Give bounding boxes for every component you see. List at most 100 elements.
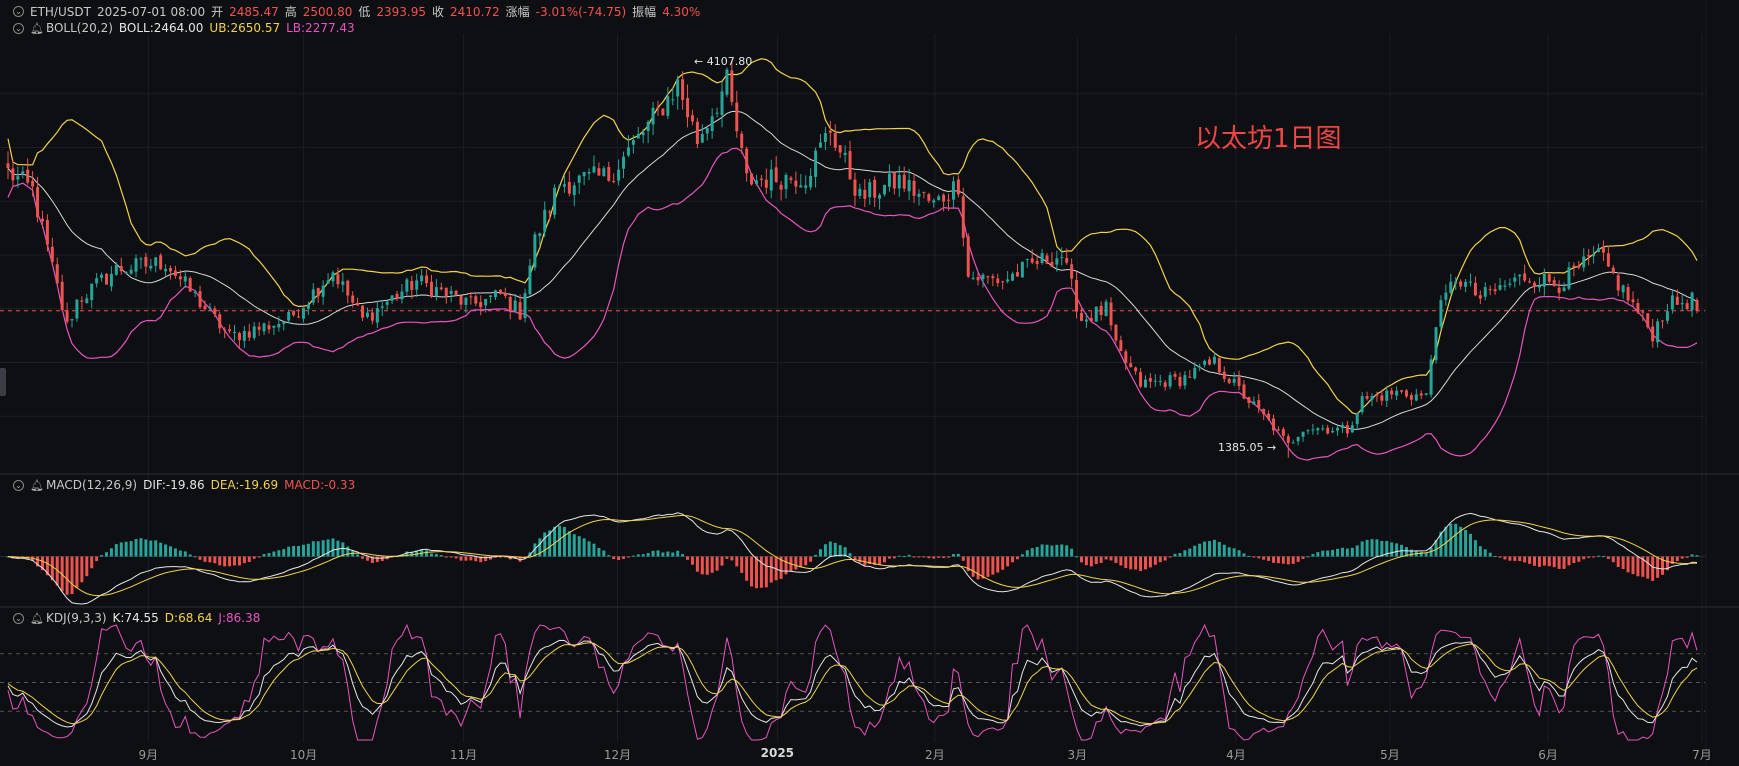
candle <box>887 164 891 192</box>
candle-body <box>1493 289 1497 292</box>
candle <box>951 176 955 208</box>
macd-histogram-bar <box>622 556 626 559</box>
symbol-label: ETH/USDT <box>30 4 91 19</box>
candle-body <box>602 168 606 177</box>
candle <box>104 272 108 285</box>
candle-body <box>759 178 763 180</box>
candle <box>272 325 276 335</box>
candle <box>267 320 271 334</box>
candle <box>1400 389 1404 394</box>
candle-body <box>80 300 84 302</box>
macd-histogram-bar <box>572 534 576 557</box>
d-line <box>7 642 1698 725</box>
macd-histogram-bar <box>878 556 882 565</box>
bell-icon[interactable]: 🔔︎ <box>30 478 44 492</box>
macd-histogram-bar <box>843 547 847 557</box>
candle-body <box>198 291 202 308</box>
macd-histogram-bar <box>1114 556 1118 563</box>
candle-body <box>1134 367 1138 372</box>
candle-body <box>1055 258 1059 265</box>
x-tick-label: 5月 <box>1380 748 1400 762</box>
macd-histogram-bar <box>1050 545 1054 557</box>
candle-body <box>631 140 635 145</box>
candle-body <box>1311 429 1315 431</box>
collapse-icon[interactable]: ⌄ <box>13 22 24 34</box>
macd-histogram-bar <box>794 556 798 570</box>
candle-body <box>70 319 74 321</box>
candle-body <box>1336 427 1340 431</box>
candle <box>828 120 832 146</box>
candle <box>85 293 89 304</box>
macd-histogram-bar <box>405 551 409 557</box>
candle-body <box>1129 363 1133 368</box>
macd-histogram-bar <box>1070 548 1074 557</box>
macd-histogram-bar <box>705 556 709 575</box>
candle <box>1385 386 1389 408</box>
macd-histogram-bar <box>937 556 941 558</box>
macd-histogram-bar <box>1139 556 1143 571</box>
candle-body <box>1276 429 1280 431</box>
macd-histogram-bar <box>656 550 660 557</box>
candle-body <box>1099 305 1103 316</box>
candle <box>1370 393 1374 407</box>
candle-body <box>883 184 886 195</box>
candle-body <box>1168 375 1172 387</box>
candle-body <box>1365 396 1369 399</box>
candle <box>257 322 261 336</box>
candle <box>1163 380 1167 391</box>
candle <box>1498 278 1502 291</box>
macd-histogram-bar <box>1001 556 1005 570</box>
macd-histogram-bar <box>947 556 951 558</box>
candle-body <box>1119 340 1123 352</box>
side-drag-handle[interactable] <box>0 368 6 396</box>
candle <box>750 172 754 186</box>
candle <box>814 147 818 188</box>
collapse-icon[interactable]: ⌄ <box>13 612 24 624</box>
candle <box>656 100 660 116</box>
macd-histogram-bar <box>292 545 296 557</box>
candle <box>277 316 281 332</box>
candle <box>188 276 192 293</box>
macd-histogram-bar <box>178 550 182 557</box>
candle-body <box>754 180 758 184</box>
macd-histogram-bar <box>1257 556 1261 559</box>
bell-icon[interactable]: 🔔︎ <box>30 611 44 625</box>
candle <box>95 273 99 288</box>
candle <box>252 321 256 341</box>
candle <box>942 193 946 212</box>
candle-body <box>1651 326 1655 342</box>
candle-body <box>109 273 113 287</box>
macd-histogram-bar <box>1089 556 1093 567</box>
candle-body <box>1281 429 1285 436</box>
macd-histogram-bar <box>769 556 773 583</box>
candle-body <box>1385 390 1389 401</box>
candle <box>287 309 291 324</box>
candle <box>1183 370 1187 390</box>
macd-histogram-bar <box>1454 523 1458 557</box>
candle-body <box>1001 281 1005 283</box>
candle <box>26 158 30 185</box>
candle <box>149 258 153 272</box>
bell-icon[interactable]: 🔔︎ <box>30 21 44 35</box>
collapse-icon[interactable]: ⌄ <box>13 6 24 17</box>
candle <box>1050 252 1054 268</box>
macd-histogram-bar <box>932 556 936 559</box>
candle-body <box>1070 264 1074 279</box>
macd-histogram-bar <box>1109 556 1113 561</box>
candle-body <box>1577 265 1581 268</box>
candle-body <box>799 185 803 188</box>
macd-histogram-bar <box>1065 545 1069 557</box>
candle-body <box>1503 285 1507 287</box>
low-annotation: 1385.05 → <box>1218 441 1277 454</box>
candle <box>439 282 443 291</box>
kdj-name: KDJ(9,3,3) <box>45 611 107 625</box>
macd-histogram-bar <box>1345 548 1349 557</box>
dea-value: DEA:-19.69 <box>210 478 279 492</box>
candle-body <box>1454 281 1458 284</box>
collapse-icon[interactable]: ⌄ <box>13 479 24 491</box>
candle-body <box>301 307 305 319</box>
macd-histogram-bar <box>119 542 123 557</box>
candle-body <box>169 267 172 272</box>
